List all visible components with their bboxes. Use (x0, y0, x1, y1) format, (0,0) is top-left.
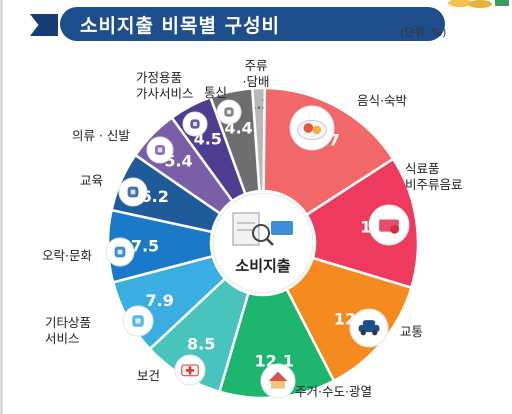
category-label-음식·숙박: 음식·숙박 (357, 93, 407, 108)
category-label-주거·수도·광열: 주거·수도·광열 (295, 384, 372, 399)
category-label-통신: 통신 (204, 85, 227, 100)
category-label-line: 음식·숙박 (357, 93, 407, 108)
center-label: 소비지출 (235, 257, 290, 275)
title-bar (60, 7, 445, 41)
pie-slice-주거·수도·광열 (217, 287, 336, 400)
category-label-line: 가사서비스 (136, 86, 194, 101)
category-label-line: 통신 (204, 85, 227, 100)
category-label-line: 비주류음료 (405, 177, 463, 192)
document-magnifier-icon (232, 212, 293, 246)
house-icon (260, 363, 296, 399)
shirt-icon (146, 136, 174, 164)
pie-slice-교통 (285, 256, 413, 383)
category-label-가정용품-가사서비스: 가정용품 가사서비스 (136, 70, 194, 101)
center-disc (212, 192, 314, 294)
category-label-기타상품-서비스: 기타상품 서비스 (45, 315, 91, 346)
category-label-오락·문화: 오락·문화 (42, 248, 92, 263)
category-label-교통: 교통 (400, 324, 423, 339)
category-label-line: 교육 (80, 173, 103, 188)
title-ribbon (30, 14, 58, 36)
category-label-식료품-비주류음료: 식료품 비주류음료 (405, 161, 463, 192)
chart-title: 소비지출 비목별 구성비 (80, 15, 281, 37)
groceries-icon (368, 204, 410, 246)
category-label-line: 의류 · 신발 (72, 128, 130, 143)
category-label-line: 주류 (244, 58, 267, 73)
pie-slice-식료품-비주류음료 (304, 157, 420, 290)
value-label-보건: 8.5 (187, 334, 215, 353)
category-label-line: 오락·문화 (42, 248, 92, 263)
category-label-line: 가정용품 (136, 70, 182, 85)
category-label-line: 서비스 (45, 331, 80, 346)
value-label-기타상품-서비스: 7.9 (146, 291, 174, 310)
category-label-보건: 보건 (137, 368, 160, 383)
unit-label: (단위: %) (400, 26, 447, 39)
category-label-line: 교통 (400, 324, 423, 339)
graduation-cap-icon (118, 177, 148, 207)
left-border (0, 0, 3, 414)
food-plate-icon (289, 105, 335, 151)
household-goods-icon (182, 111, 208, 137)
popcorn-icon (105, 237, 135, 267)
coins-icon (448, 0, 509, 8)
category-label-line: 보건 (137, 368, 160, 383)
value-label-오락·문화: 7.5 (131, 236, 159, 255)
car-icon (349, 308, 389, 348)
category-label-line: 식료품 (405, 161, 440, 176)
category-label-의류·신발: 의류 · 신발 (72, 128, 130, 143)
category-label-교육: 교육 (80, 173, 103, 188)
category-label-line: ·담배 (243, 74, 270, 89)
value-label-교육: 6.2 (141, 187, 169, 206)
category-label-line: 주거·수도·광열 (295, 384, 372, 399)
category-label-주류·담배: 주류 ·담배 (243, 58, 270, 89)
first-aid-kit-icon (174, 354, 206, 386)
category-label-line: 기타상품 (45, 315, 91, 330)
phone-icon (216, 99, 242, 125)
tools-icon (122, 305, 154, 337)
